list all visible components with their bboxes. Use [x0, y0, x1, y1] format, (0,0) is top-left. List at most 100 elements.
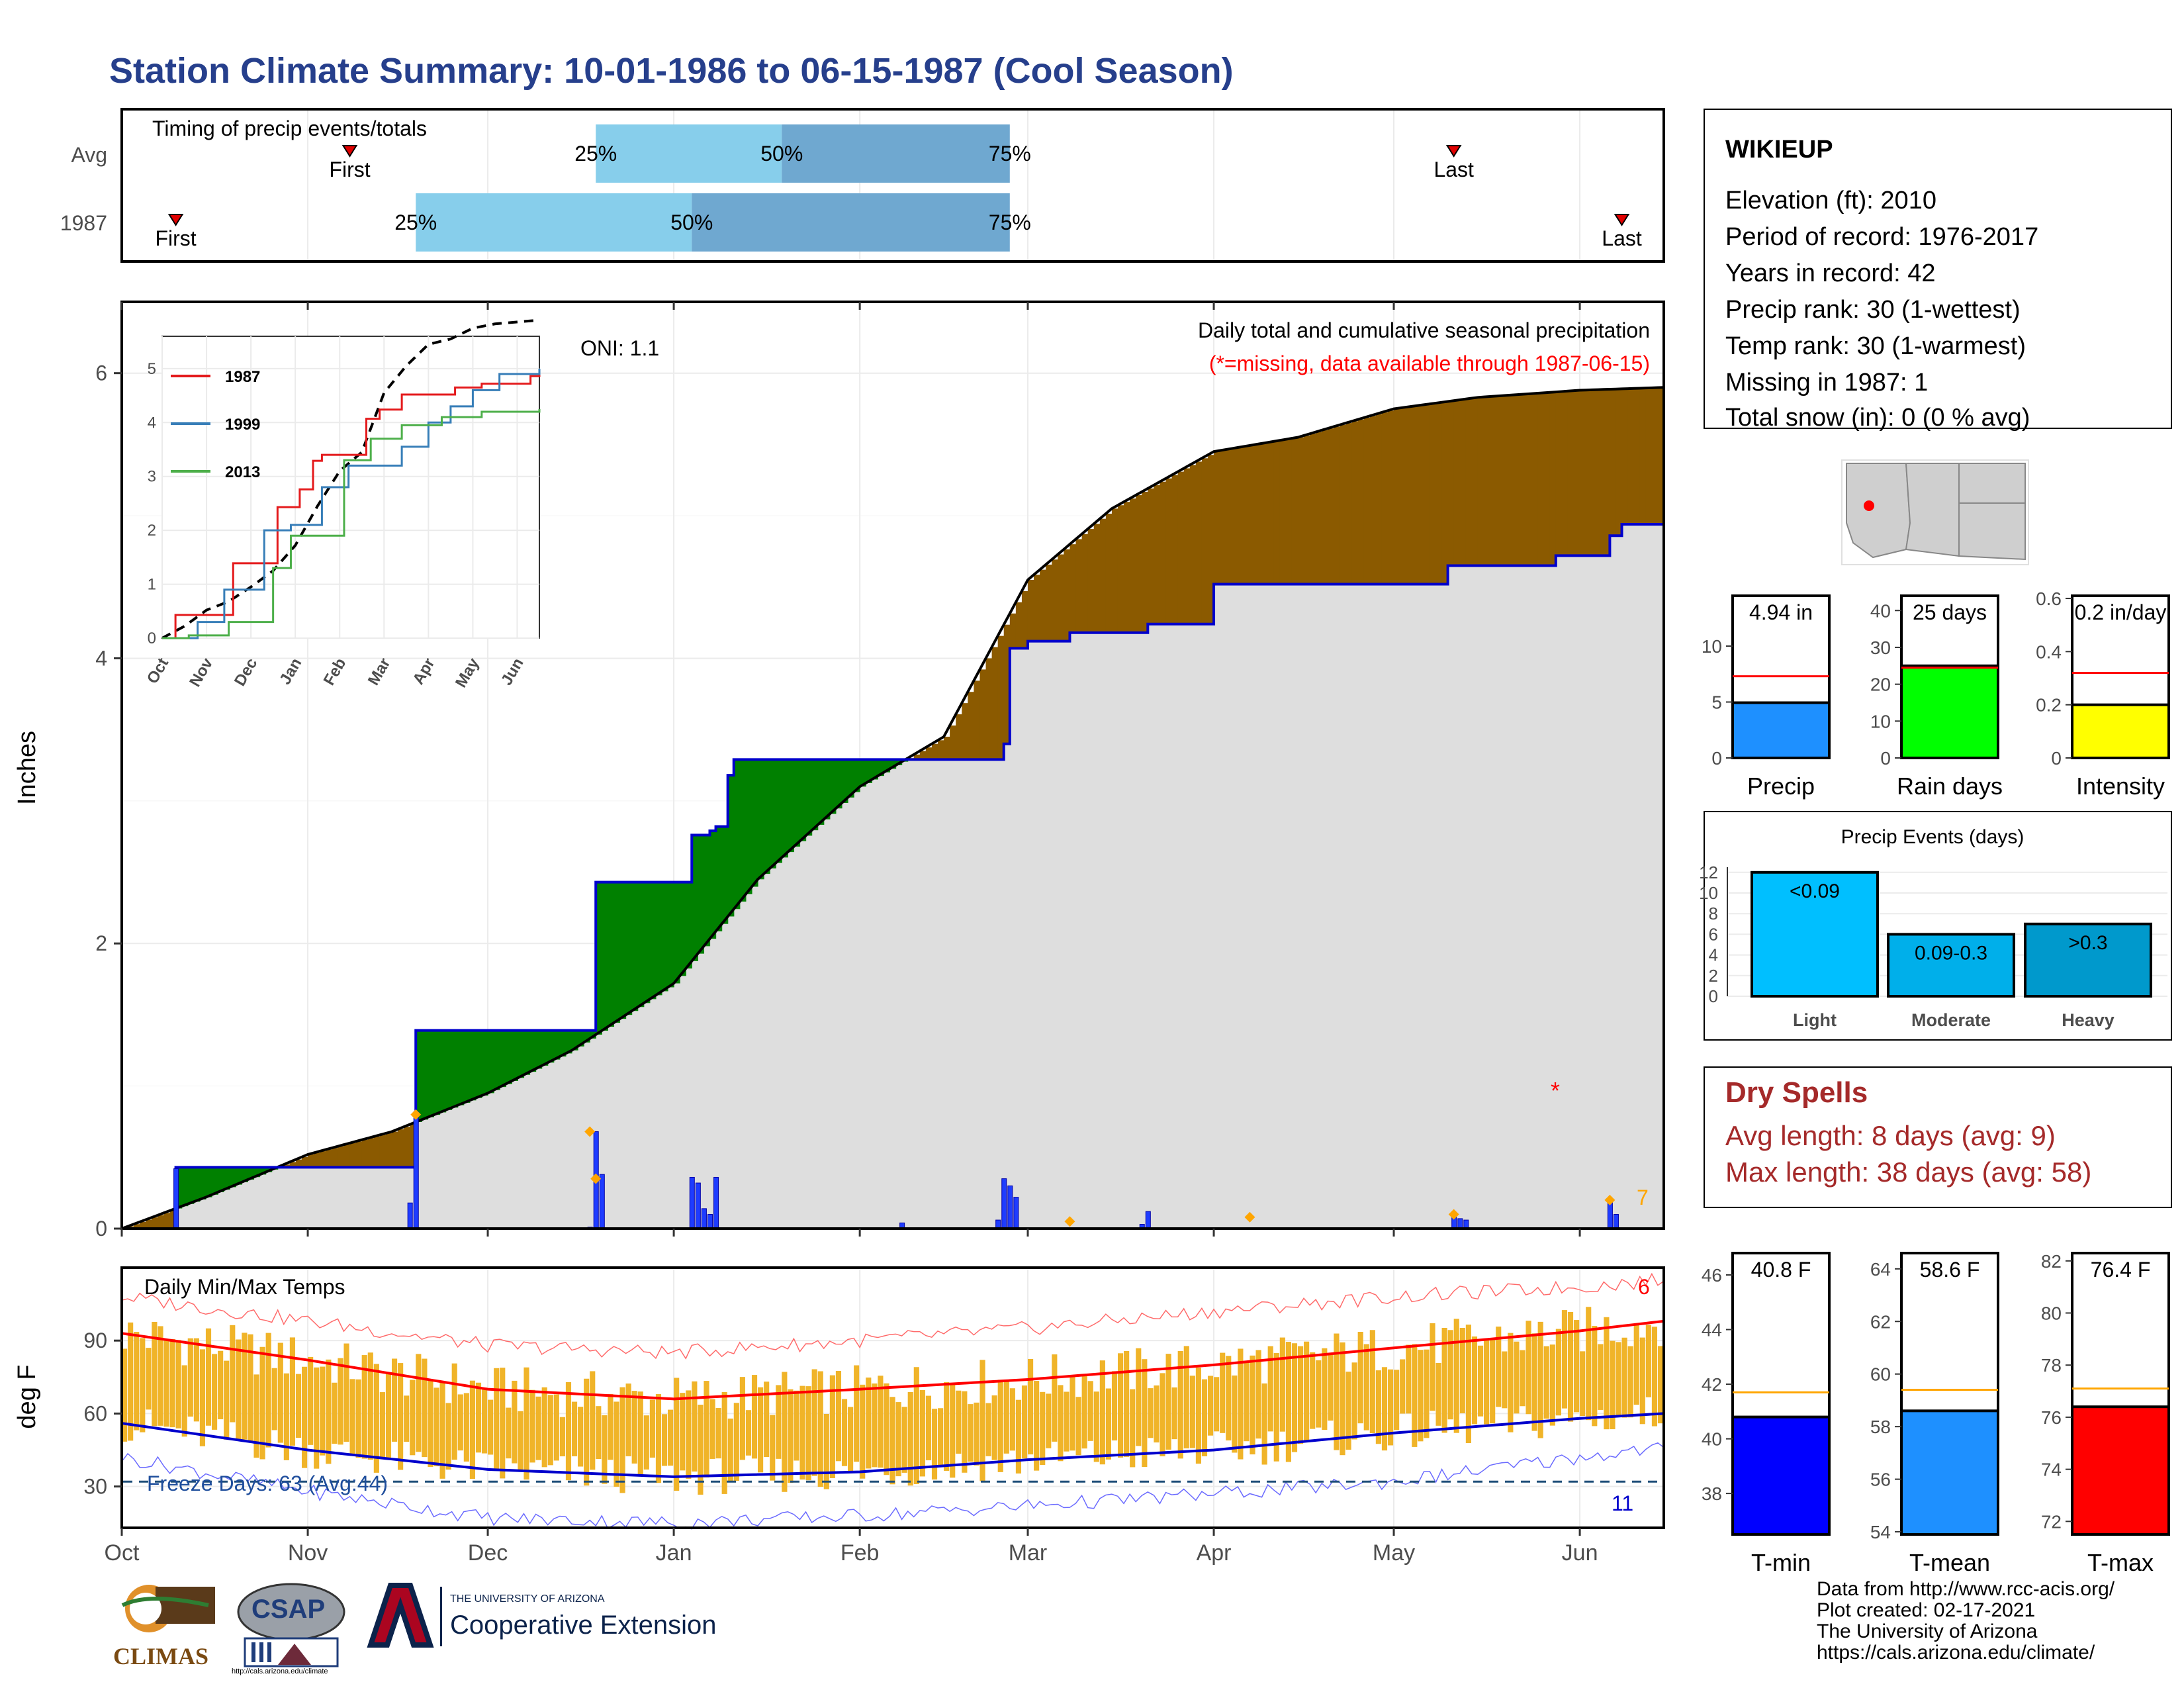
- daily-temp-bar: [1508, 1333, 1514, 1432]
- timing-pct-label: 75%: [989, 142, 1031, 165]
- precip-deficit-bar: [1255, 444, 1263, 585]
- daily-temp-bar: [841, 1399, 848, 1466]
- precip-surplus-bar: [230, 1167, 236, 1188]
- season-stat-tick-label: 40: [1870, 600, 1891, 621]
- daily-temp-bar: [739, 1377, 745, 1460]
- daily-temp-bar: [1232, 1375, 1238, 1453]
- temp-ytick-label: 60: [83, 1401, 107, 1425]
- precip-ytick-label: 2: [95, 931, 107, 955]
- daily-temp-bar: [733, 1403, 739, 1481]
- daily-temp-bar: [1238, 1348, 1244, 1460]
- precip-surplus-bar: [854, 759, 860, 792]
- precip-caption: Daily total and cumulative seasonal prec…: [1198, 318, 1650, 342]
- precip-deficit-bar: [956, 714, 962, 760]
- precip-deficit-bar: [1484, 397, 1490, 566]
- daily-temp-bar: [211, 1354, 218, 1430]
- precip-deficit-bar: [373, 1136, 381, 1168]
- daily-temp-bar: [1345, 1372, 1351, 1450]
- precip-deficit-bar: [1105, 514, 1113, 633]
- precip-deficit-bar: [1058, 554, 1064, 641]
- daily-temp-bar: [547, 1395, 553, 1466]
- precip-deficit-bar: [1232, 448, 1238, 585]
- timing-pct-label: 25%: [574, 142, 617, 165]
- daily-precip-bar: [1013, 1197, 1019, 1229]
- daily-temp-bar: [181, 1365, 187, 1437]
- precip-deficit-bar: [140, 1221, 146, 1229]
- precip-ytick-label: 0: [95, 1217, 107, 1241]
- daily-temp-bar: [680, 1393, 686, 1471]
- daily-temp-bar: [1285, 1342, 1291, 1462]
- timing-last-marker: [1445, 145, 1462, 158]
- precip-surplus-bar: [788, 759, 795, 853]
- precip-deficit-bar: [925, 747, 933, 760]
- daily-temp-bar: [158, 1326, 163, 1426]
- daily-temp-bar: [661, 1414, 668, 1466]
- precip-deficit-bar: [314, 1152, 320, 1168]
- precip-surplus-bar: [211, 1167, 218, 1195]
- dry-spells-title: Dry Spells: [1725, 1076, 1868, 1109]
- precip-surplus-bar: [565, 1030, 572, 1054]
- daily-temp-bar: [1328, 1353, 1334, 1421]
- daily-temp-bar: [494, 1368, 500, 1470]
- daily-temp-bar: [565, 1382, 572, 1481]
- precip-deficit-bar: [1633, 388, 1641, 524]
- events-category-label: Moderate: [1911, 1010, 1991, 1030]
- daily-temp-bar: [1502, 1351, 1508, 1409]
- precip-surplus-bar: [523, 1030, 531, 1075]
- daily-temp-bar: [398, 1363, 404, 1470]
- timing-first-label: First: [155, 226, 196, 250]
- precip-surplus-bar: [782, 759, 788, 858]
- precip-deficit-bar: [404, 1127, 410, 1168]
- precip-deficit-bar: [974, 680, 981, 760]
- precip-deficit-bar: [1453, 400, 1461, 566]
- precip-deficit-bar: [134, 1224, 140, 1229]
- precip-deficit-bar: [1195, 461, 1203, 624]
- daily-temp-bar: [1093, 1391, 1099, 1462]
- precip-surplus-bar: [248, 1167, 255, 1180]
- daily-temp-bar: [1525, 1321, 1531, 1415]
- precip-deficit-bar: [1471, 398, 1479, 566]
- precip-deficit-bar: [1075, 539, 1083, 633]
- precip-surplus-bar: [199, 1167, 206, 1199]
- daily-temp-bar: [1375, 1370, 1381, 1444]
- daily-temp-bar: [764, 1382, 770, 1458]
- precip-surplus-bar: [668, 882, 674, 988]
- precip-deficit-bar: [1574, 391, 1580, 556]
- daily-temp-bar: [439, 1382, 445, 1479]
- precip-deficit-bar: [398, 1129, 404, 1168]
- precip-deficit-bar: [1345, 423, 1353, 585]
- precip-deficit-bar: [169, 1210, 177, 1229]
- season-stat-tick-label: 0: [1711, 748, 1722, 769]
- precip-deficit-bar: [1165, 478, 1173, 624]
- precip-deficit-bar: [367, 1138, 375, 1168]
- daily-temp-bar: [1657, 1346, 1664, 1424]
- daily-temp-bar: [146, 1348, 152, 1410]
- precip-surplus-bar: [692, 835, 698, 961]
- daily-precip-bar: [689, 1176, 695, 1229]
- precip-surplus-bar: [686, 882, 692, 969]
- precip-surplus-bar: [625, 882, 633, 1015]
- precip-deficit-bar: [1177, 471, 1185, 624]
- daily-temp-bar: [1009, 1388, 1015, 1451]
- daily-temp-bar: [1226, 1356, 1232, 1441]
- daily-temp-bar: [355, 1379, 361, 1458]
- precip-deficit-bar: [283, 1164, 291, 1168]
- daily-temp-bar: [925, 1395, 932, 1460]
- precip-surplus-bar: [481, 1030, 488, 1096]
- temp-ytick-label: 30: [83, 1475, 107, 1499]
- precip-surplus-bar: [494, 1030, 500, 1090]
- freeze-days-label: Freeze Days: 63 (Avg:44): [147, 1472, 388, 1495]
- timing-panel-label: Timing of precip events/totals: [152, 117, 427, 140]
- daily-temp-bar: [445, 1403, 451, 1470]
- daily-precip-bar: [1457, 1218, 1463, 1229]
- precip-deficit-bar: [1304, 435, 1310, 585]
- precip-deficit-bar: [1351, 421, 1359, 585]
- daily-temp-bar: [823, 1413, 829, 1489]
- daily-temp-bar: [343, 1343, 349, 1442]
- precip-surplus-bar: [866, 759, 872, 783]
- freeze-count: 11: [1612, 1491, 1633, 1515]
- precip-deficit-bar: [1592, 389, 1598, 556]
- precip-surplus-bar: [721, 826, 729, 924]
- daily-temp-bar: [770, 1415, 776, 1481]
- precip-avg-line: [121, 386, 1664, 1230]
